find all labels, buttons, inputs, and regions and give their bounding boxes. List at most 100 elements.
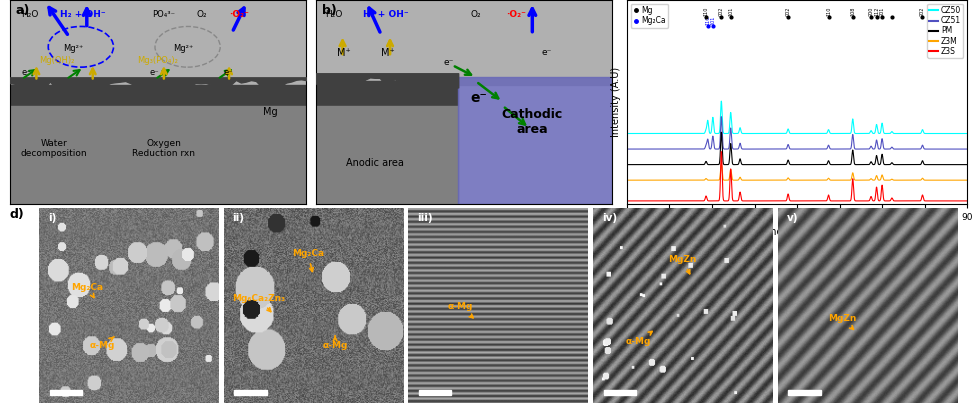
- Line: Z3M: Z3M: [627, 164, 967, 180]
- Z3S: [764, 199, 776, 204]
- Legend: CZ50, CZ51, PM, Z3M, Z3S: CZ50, CZ51, PM, Z3M, Z3S: [927, 4, 963, 58]
- PM: [764, 162, 776, 167]
- PM: [934, 162, 946, 167]
- Text: Mg(OH)₂: Mg(OH)₂: [39, 56, 75, 65]
- X-axis label: 2 theta (degree): 2 theta (degree): [757, 227, 837, 237]
- Z3S: [715, 149, 727, 154]
- Text: e⁻: e⁻: [470, 91, 487, 105]
- Text: 101: 101: [728, 6, 733, 15]
- Text: 201: 201: [880, 6, 885, 15]
- Text: e⁻: e⁻: [21, 68, 31, 77]
- CZ51: [764, 147, 776, 151]
- CZ51: [715, 114, 727, 119]
- Text: e⁻: e⁻: [541, 48, 551, 57]
- Z3M: [715, 162, 727, 166]
- Line: PM: PM: [627, 132, 967, 164]
- Text: i): i): [48, 213, 56, 223]
- PM: [767, 162, 779, 167]
- CZ50: [715, 98, 727, 103]
- Text: α-Mg: α-Mg: [625, 331, 652, 346]
- Text: α-Mg: α-Mg: [323, 336, 348, 350]
- Z3S: [767, 199, 779, 204]
- Line: Z3S: Z3S: [627, 152, 967, 201]
- Z3M: [782, 176, 794, 181]
- CZ51: [951, 147, 962, 151]
- PM: [621, 162, 633, 167]
- Text: MgZn: MgZn: [669, 255, 697, 274]
- Text: 108: 108: [850, 6, 855, 15]
- Line: CZ50: CZ50: [627, 101, 967, 133]
- Text: 110: 110: [706, 15, 711, 25]
- Text: 101: 101: [711, 15, 715, 25]
- Z3M: [934, 178, 946, 183]
- Bar: [10, 85, 306, 106]
- Z3M: [961, 178, 972, 183]
- Text: 202: 202: [920, 6, 925, 15]
- Text: v): v): [786, 213, 798, 223]
- Z3M: [951, 178, 962, 183]
- Text: e⁻: e⁻: [224, 68, 233, 77]
- Text: PO₄³⁻: PO₄³⁻: [152, 10, 175, 19]
- CZ51: [868, 147, 880, 151]
- Text: Water
decomposition: Water decomposition: [20, 139, 87, 158]
- Text: α-Mg: α-Mg: [89, 337, 115, 350]
- Text: M⁺: M⁺: [381, 48, 395, 58]
- Z3S: [868, 198, 880, 203]
- Text: 200: 200: [869, 6, 874, 15]
- Text: 112: 112: [874, 6, 879, 15]
- Z3S: [621, 199, 633, 204]
- CZ50: [782, 127, 794, 132]
- Text: iii): iii): [417, 213, 433, 223]
- Text: ii): ii): [232, 213, 245, 223]
- Text: ·O₂⁻: ·O₂⁻: [505, 10, 526, 19]
- CZ51: [961, 147, 972, 151]
- CZ50: [934, 131, 946, 136]
- Text: b): b): [322, 4, 336, 17]
- Text: 110: 110: [704, 6, 709, 15]
- Text: iv): iv): [602, 213, 617, 223]
- Text: e⁻: e⁻: [443, 58, 454, 67]
- Text: H₂O: H₂O: [21, 10, 39, 19]
- CZ51: [767, 147, 779, 151]
- Text: Anodic area: Anodic area: [346, 158, 404, 168]
- Text: MgZn: MgZn: [828, 314, 856, 329]
- Text: 002: 002: [785, 6, 790, 15]
- Text: M⁺: M⁺: [336, 48, 350, 58]
- Text: O₂: O₂: [196, 10, 207, 19]
- Text: Cathodic
area: Cathodic area: [502, 108, 563, 136]
- CZ50: [764, 131, 776, 136]
- Z3S: [934, 199, 946, 204]
- Text: Mg²⁺: Mg²⁺: [173, 44, 193, 53]
- Text: 110: 110: [826, 6, 831, 15]
- Text: H₂ + OH⁻: H₂ + OH⁻: [364, 10, 409, 19]
- Text: Mg₆Ca₂Zn₃: Mg₆Ca₂Zn₃: [232, 294, 286, 312]
- CZ50: [868, 131, 880, 136]
- Text: α-Mg: α-Mg: [448, 302, 473, 318]
- Text: Mg₃(PO₄)₂: Mg₃(PO₄)₂: [137, 56, 178, 65]
- Z3M: [621, 178, 633, 183]
- Bar: [50, 390, 82, 395]
- Z3M: [764, 178, 776, 183]
- Text: Mg₂Ca: Mg₂Ca: [292, 249, 324, 271]
- Text: ·O₂⁻: ·O₂⁻: [229, 10, 249, 19]
- Text: H₂ + OH⁻: H₂ + OH⁻: [60, 10, 106, 19]
- Text: 002: 002: [719, 6, 724, 15]
- CZ51: [621, 147, 633, 151]
- Z3M: [868, 178, 880, 183]
- Line: CZ51: CZ51: [627, 117, 967, 149]
- Bar: [316, 81, 458, 106]
- Z3S: [951, 199, 962, 204]
- Text: Oxygen
Reduction rxn: Oxygen Reduction rxn: [132, 139, 195, 158]
- CZ51: [782, 143, 794, 148]
- Z3S: [782, 193, 794, 198]
- Bar: [419, 390, 451, 395]
- Text: H₂O: H₂O: [325, 10, 342, 19]
- Bar: [10, 0, 306, 85]
- Bar: [458, 77, 612, 204]
- Bar: [316, 0, 612, 85]
- Text: d): d): [10, 208, 24, 221]
- PM: [715, 130, 727, 135]
- CZ50: [767, 131, 779, 136]
- Text: a): a): [16, 4, 30, 17]
- Z3S: [961, 199, 972, 204]
